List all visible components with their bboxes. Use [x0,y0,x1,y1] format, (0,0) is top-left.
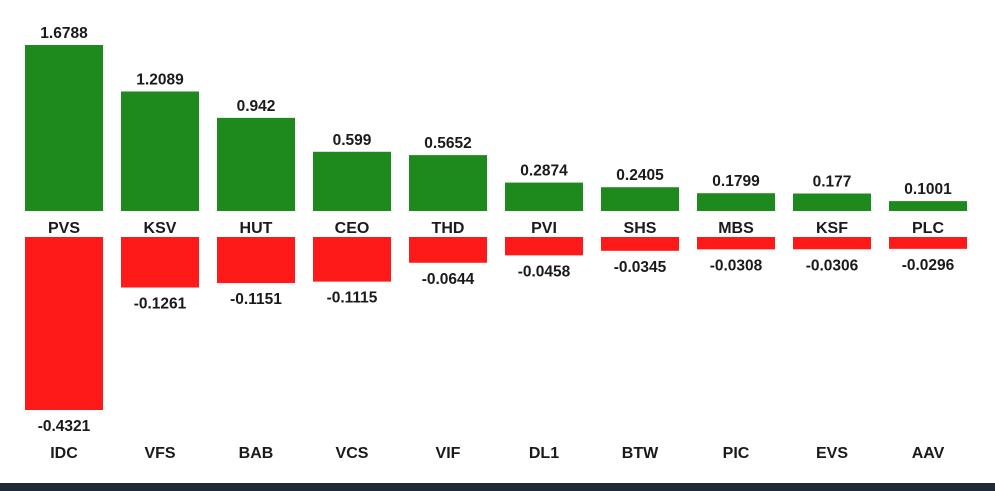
negative-bar-evs [793,237,871,250]
negative-category-label: AAV [912,445,945,462]
positive-bars [25,45,967,211]
negative-bar-idc [25,237,103,410]
negative-bar-aav [889,237,967,249]
footer-bar [0,483,995,491]
positive-bar-pvi [505,182,583,211]
positive-value-label: 1.2089 [136,71,184,88]
negative-category-label: EVS [816,445,848,462]
positive-value-label: 0.1001 [904,181,952,198]
positive-category-label: PLC [912,220,944,237]
negative-value-label: -0.1115 [327,290,378,307]
negative-value-label: -0.0306 [806,257,859,274]
positive-bar-hut [217,117,295,211]
positive-value-label: 0.5652 [424,135,471,152]
negative-bar-dl1 [505,237,583,256]
positive-bar-ksv [121,91,199,211]
positive-value-label: 1.6788 [40,25,88,42]
negative-bars [25,237,967,410]
positive-category-label: CEO [335,220,370,237]
positive-value-label: 0.1799 [712,173,760,190]
positive-category-label: HUT [240,220,273,237]
positive-bar-mbs [697,193,775,211]
negative-category-label: BTW [622,445,659,462]
positive-bar-shs [601,187,679,211]
negative-value-labels: -0.4321 -0.1261 -0.1151 -0.1115 -0.0644 -0.04… [38,257,955,435]
negative-bar-bab [217,237,295,284]
negative-category-label: DL1 [529,445,559,462]
positive-category-label: KSV [144,220,177,237]
negative-value-label: -0.0296 [902,257,955,274]
negative-bar-pic [697,237,775,250]
positive-bar-ceo [313,151,391,211]
negative-value-label: -0.0644 [422,271,475,288]
negative-category-label: VCS [336,445,369,462]
negative-value-label: -0.1261 [134,295,187,312]
positive-value-label: 0.2405 [616,167,664,184]
negative-bar-vcs [313,237,391,282]
negative-category-label: PIC [723,445,750,462]
negative-category-label: IDC [50,445,78,462]
negative-value-label: -0.1151 [230,291,282,308]
negative-value-label: -0.4321 [38,418,91,435]
positive-category-label: KSF [816,220,848,237]
positive-bar-pvs [25,45,103,211]
positive-bar-thd [409,155,487,211]
positive-category-labels: PVS KSV HUT CEO THD PVI SHS MBS KSF PLC [48,220,944,237]
positive-category-label: MBS [718,220,754,237]
negative-category-label: VFS [144,445,175,462]
positive-value-label: 0.599 [333,132,372,149]
negative-bar-vfs [121,237,199,288]
negative-category-labels: IDC VFS BAB VCS VIF DL1 BTW PIC EVS AAV [50,445,944,462]
positive-bar-ksf [793,193,871,211]
negative-bar-btw [601,237,679,251]
positive-category-label: SHS [624,220,657,237]
positive-category-label: THD [432,220,465,237]
positive-value-label: 0.942 [237,98,276,115]
positive-value-label: 0.177 [813,173,852,190]
positive-value-label: 0.2874 [520,163,568,180]
positive-bar-plc [889,201,967,211]
negative-bar-vif [409,237,487,263]
positive-category-label: PVS [48,220,80,237]
negative-value-label: -0.0458 [518,263,571,280]
negative-category-label: VIF [436,445,461,462]
positive-category-label: PVI [531,220,557,237]
negative-category-label: BAB [239,445,274,462]
positive-value-labels: 1.6788 1.2089 0.942 0.599 0.5652 0.2874 0.2405… [40,25,952,198]
negative-value-label: -0.0308 [710,257,763,274]
negative-value-label: -0.0345 [614,259,667,276]
